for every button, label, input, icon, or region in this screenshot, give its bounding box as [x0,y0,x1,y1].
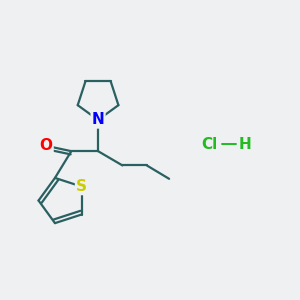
Text: N: N [92,112,104,128]
Text: O: O [40,138,52,153]
Text: S: S [76,179,87,194]
Text: Cl: Cl [201,136,218,152]
Text: H: H [239,136,251,152]
